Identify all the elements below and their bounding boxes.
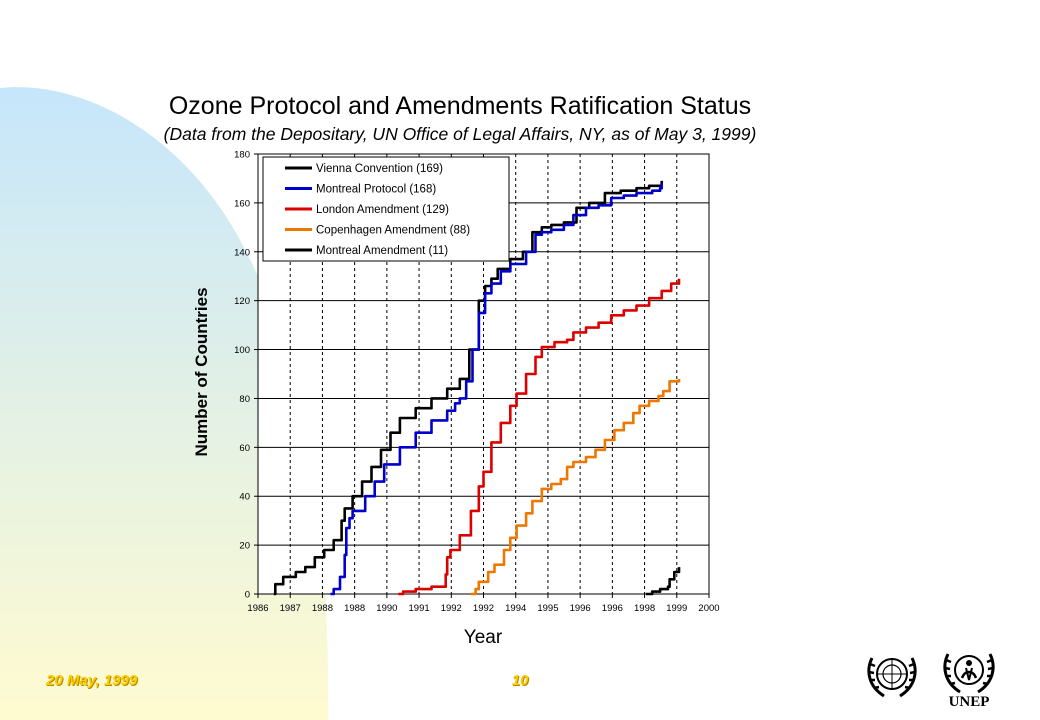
background-blob-shape	[0, 87, 329, 720]
legend-label: Copenhagen Amendment (88)	[316, 225, 470, 237]
un-emblem-logo	[867, 657, 917, 698]
legend-label: Montreal Protocol (168)	[316, 184, 436, 196]
y-tick-label: 80	[239, 394, 250, 405]
y-tick-label: 0	[245, 590, 250, 601]
y-tick-label: 160	[234, 198, 250, 209]
series-line-4	[470, 378, 681, 596]
x-tick-label: 1995	[537, 603, 558, 614]
y-tick-label: 100	[234, 345, 250, 356]
y-tick-label: 20	[239, 541, 250, 552]
y-tick-label: 180	[234, 150, 250, 161]
y-tick-label: 40	[239, 492, 250, 503]
unep-emblem-logo	[943, 653, 995, 694]
x-axis-label: Year	[464, 627, 503, 648]
series-line-2	[330, 183, 664, 596]
unep-logo-text: UNEP	[948, 694, 990, 710]
series-lines	[273, 180, 681, 596]
y-tick-label: 60	[239, 443, 250, 454]
series-line-1	[273, 180, 664, 596]
x-tick-label: 1996	[570, 603, 591, 614]
x-tick-label: 1991	[409, 603, 430, 614]
y-tick-label: 140	[234, 247, 250, 258]
legend: Vienna Convention (169) Montreal Protocol…	[262, 156, 510, 262]
series-line-5	[645, 567, 681, 596]
slide-title: Ozone Protocol and Amendments Ratificati…	[168, 92, 752, 120]
legend-label: Vienna Convention (169)	[316, 163, 443, 175]
x-tick-label: 1999	[666, 603, 687, 614]
x-tick-label: 1990	[376, 603, 397, 614]
y-axis-ticks: 0 20 40 60 80 100 120 140 160 180	[234, 150, 258, 601]
y-tick-label: 120	[234, 296, 250, 307]
x-tick-label: 1987	[280, 603, 301, 614]
x-tick-label: 2000	[698, 603, 719, 614]
series-line-3	[398, 278, 681, 596]
slide-subtitle: (Data from the Depositary, UN Office of …	[163, 124, 757, 144]
x-tick-label: 1992	[441, 603, 462, 614]
page-number: 10	[511, 672, 529, 689]
footer-date: 20 May, 1999	[46, 672, 138, 689]
x-tick-label: 1988	[344, 603, 365, 614]
legend-label: Montreal Amendment (11)	[316, 245, 448, 257]
legend-label: London Amendment (129)	[316, 204, 449, 216]
x-tick-label: 1986	[247, 603, 268, 614]
x-tick-label: 1992	[473, 603, 494, 614]
x-axis-ticks: 1986 1987 1988 1988 1990 1991 1992 1992 1994 1995…	[247, 594, 720, 614]
x-tick-label: 1994	[505, 603, 526, 614]
x-tick-label: 1998	[634, 603, 655, 614]
x-tick-label: 1996	[602, 603, 623, 614]
y-axis-label: Number of Countries	[192, 287, 211, 456]
x-tick-label: 1988	[312, 603, 333, 614]
